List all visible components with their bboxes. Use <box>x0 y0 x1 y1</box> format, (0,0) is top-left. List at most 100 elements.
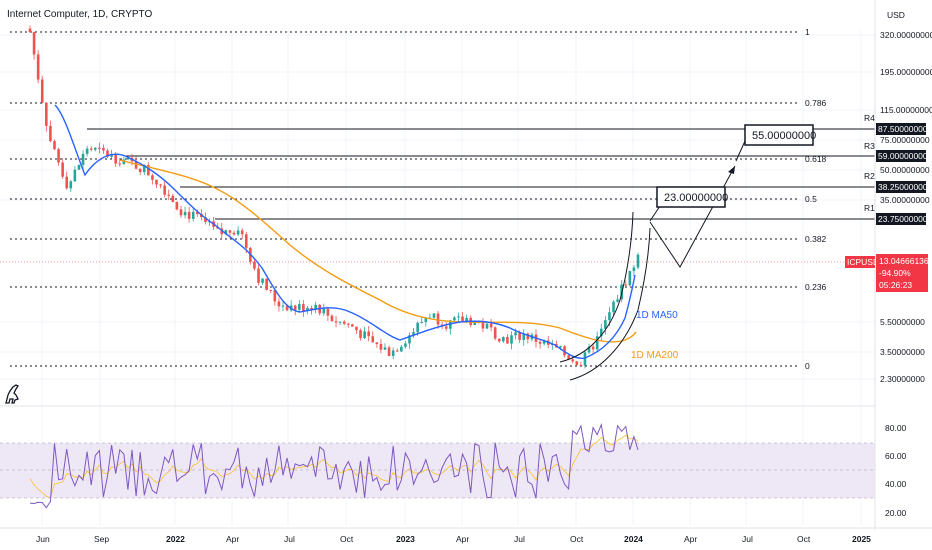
candle-body <box>493 327 497 339</box>
candle-body <box>32 32 36 55</box>
candle-body <box>367 331 370 337</box>
svg-text:3.50000000: 3.50000000 <box>880 347 925 357</box>
candle-body <box>628 270 632 286</box>
candle-body <box>355 326 358 331</box>
candle-body <box>371 336 375 343</box>
parabola-upper <box>559 211 634 363</box>
fib-label-0: 0 <box>805 361 810 371</box>
currency-label: USD <box>887 10 905 20</box>
ticker-label: ICPUSD <box>847 257 879 267</box>
candle-body <box>575 361 579 365</box>
candle-body <box>93 147 97 150</box>
candle-body <box>73 169 77 182</box>
candle-body <box>416 322 419 333</box>
candle-body <box>579 364 583 366</box>
candle-body <box>122 159 126 165</box>
svg-text:23.00000000: 23.00000000 <box>664 192 728 204</box>
dino-logo-icon[interactable] <box>5 384 19 404</box>
candle-body <box>612 301 615 313</box>
time-axis-labels[interactable]: Jun Sep 2022 Apr Jul Oct 2023 Apr Jul Oc… <box>36 534 871 544</box>
svg-text:Jun: Jun <box>36 534 50 544</box>
r2-tag: 38.25000000 <box>876 181 928 193</box>
candle-body <box>306 307 309 311</box>
candle-body <box>269 289 273 291</box>
r4-name: R4 <box>864 113 875 123</box>
svg-text:87.50000000: 87.50000000 <box>878 124 928 134</box>
candle-body <box>342 321 346 324</box>
candle-body <box>518 332 521 340</box>
candle-body <box>191 211 195 219</box>
candle-body <box>179 209 183 216</box>
svg-text:35.00000000: 35.00000000 <box>880 195 930 205</box>
current-price-tag: ICPUSD 13.04666136 -94.90% 05:26:23 <box>0 254 929 292</box>
candle-body <box>591 346 595 350</box>
candle-body <box>232 232 236 235</box>
candle-body <box>85 148 89 154</box>
candle-body <box>159 184 162 186</box>
svg-text:195.00000000: 195.00000000 <box>880 67 932 77</box>
svg-text:50.00000000: 50.00000000 <box>880 165 930 175</box>
candle-body <box>624 284 628 286</box>
fib-label-1: 1 <box>805 27 810 37</box>
candle-body <box>273 290 277 302</box>
candle-body <box>65 176 69 189</box>
candle-body <box>224 230 228 235</box>
candle-body <box>506 336 509 344</box>
candle-body <box>400 346 403 352</box>
candle-body <box>302 304 305 311</box>
candle-body <box>599 328 603 337</box>
candle-body <box>261 278 264 283</box>
candle-body <box>228 230 232 233</box>
svg-text:23.75000000: 23.75000000 <box>878 214 928 224</box>
candle-body <box>542 340 546 344</box>
r3-name: R3 <box>864 141 875 151</box>
fib-label-0618: 0.618 <box>805 154 827 164</box>
candle-body <box>567 355 570 360</box>
candle-body <box>102 147 105 151</box>
candle-body <box>538 341 542 344</box>
fib-lines <box>10 31 800 367</box>
svg-text:Oct: Oct <box>340 534 354 544</box>
candle-body <box>502 336 505 342</box>
svg-text:Jul: Jul <box>284 534 295 544</box>
candle-body <box>330 315 334 322</box>
svg-text:115.00000000: 115.00000000 <box>880 105 932 115</box>
svg-text:2025: 2025 <box>852 534 871 544</box>
candle-body <box>183 211 187 216</box>
symbol-title[interactable]: Internet Computer, 1D, CRYPTO <box>7 9 152 20</box>
candle-body <box>89 148 93 150</box>
ma200-label: 1D MA200 <box>631 350 679 361</box>
candle-body <box>110 154 113 157</box>
price-change: -94.90% <box>879 268 911 278</box>
rsi-axis-labels: 80.00 60.00 40.00 20.00 <box>885 423 907 518</box>
candle-body <box>40 79 44 103</box>
candle-body <box>489 323 493 328</box>
candle-body <box>436 313 440 325</box>
candle-body <box>461 316 464 322</box>
svg-text:Oct: Oct <box>570 534 584 544</box>
svg-text:2.30000000: 2.30000000 <box>880 374 925 384</box>
candle-body <box>526 333 530 340</box>
candle-body <box>163 185 166 195</box>
candle-body <box>632 267 636 271</box>
candle-body <box>167 194 171 196</box>
svg-text:Apr: Apr <box>456 534 469 544</box>
r2-name: R2 <box>864 171 875 181</box>
r4-tag: 87.50000000 <box>876 123 928 135</box>
svg-text:Jul: Jul <box>514 534 525 544</box>
candle-body <box>420 322 424 324</box>
candle-body <box>244 234 248 248</box>
candle-body <box>81 153 85 165</box>
candle-body <box>608 312 611 321</box>
candle-body <box>155 179 158 185</box>
candle-body <box>196 211 199 215</box>
candle-body <box>391 350 395 356</box>
candle-body <box>106 150 109 157</box>
candle-body <box>375 342 379 344</box>
candle-body <box>404 343 407 347</box>
fib-label-05: 0.5 <box>805 194 817 204</box>
candle-body <box>310 307 313 310</box>
candle-body <box>571 359 575 362</box>
